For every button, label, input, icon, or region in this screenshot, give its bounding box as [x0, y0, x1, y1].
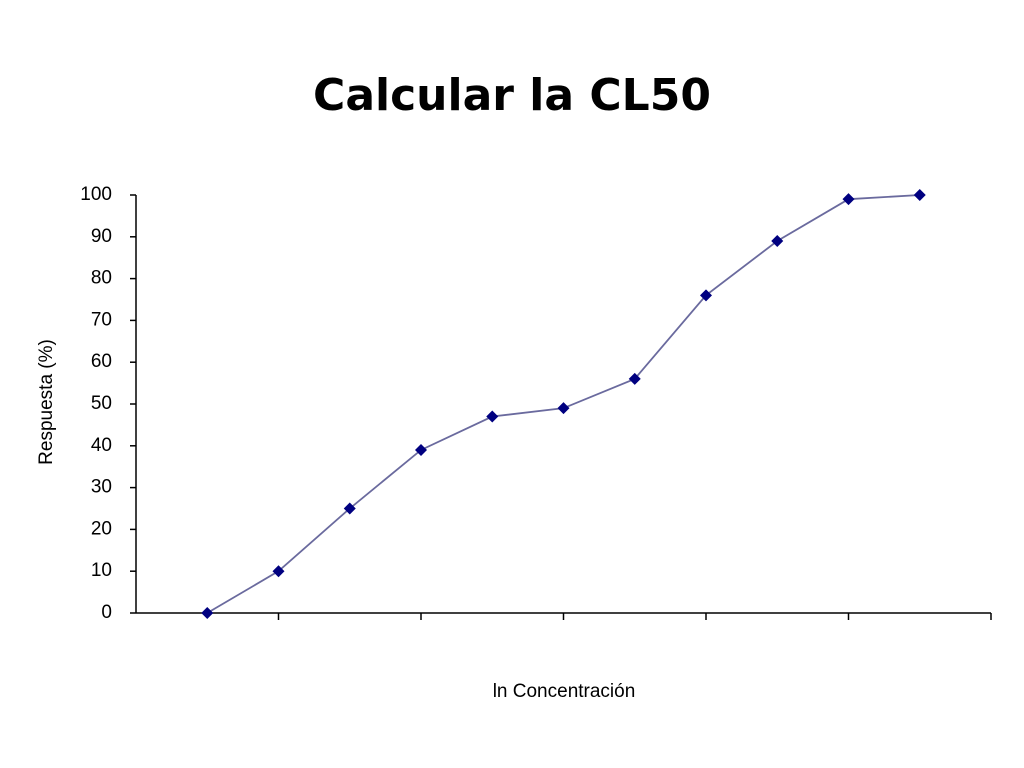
data-point	[557, 402, 570, 415]
y-tick-label: 90	[91, 226, 112, 247]
y-tick-label: 100	[80, 184, 112, 205]
y-axis-label: Respuesta (%)	[36, 339, 57, 465]
y-tick-label: 70	[91, 309, 112, 330]
data-point	[201, 607, 214, 619]
data-point	[913, 189, 926, 201]
y-tick-label: 40	[91, 435, 112, 456]
data-point	[628, 372, 641, 385]
data-point	[700, 289, 712, 302]
y-tick-label: 10	[91, 560, 112, 581]
y-tick-label: 30	[91, 477, 112, 498]
y-tick-label: 0	[101, 602, 112, 623]
x-axis-label: ln Concentración	[493, 681, 636, 702]
data-point	[771, 234, 784, 247]
y-tick-label: 60	[91, 351, 112, 372]
y-tick-label: 20	[91, 518, 112, 539]
data-point	[486, 410, 499, 423]
data-point	[272, 565, 285, 578]
y-tick-label: 50	[91, 393, 112, 414]
data-point	[415, 443, 427, 456]
slide-title: Calcular la CL50	[313, 70, 711, 121]
data-point	[842, 193, 855, 206]
y-tick-label: 80	[91, 268, 112, 289]
data-point	[343, 502, 356, 515]
